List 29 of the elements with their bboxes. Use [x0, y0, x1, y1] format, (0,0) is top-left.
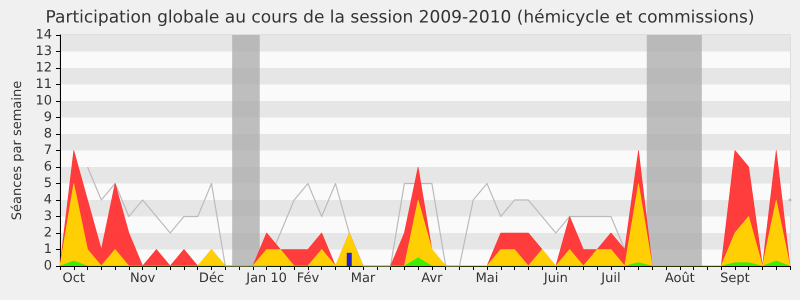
y-tick-label: 5 — [44, 176, 52, 191]
x-tick-label: Sept — [720, 271, 750, 286]
chart-title: Participation globale au cours de la session 2009-2010 (hémicycle et commissions) — [46, 8, 754, 28]
y-axis-title: Séances par semaine — [10, 80, 25, 220]
y-tick-label: 6 — [44, 160, 52, 174]
y-tick-label: 12 — [35, 60, 52, 76]
y-tick-label: 4 — [44, 192, 52, 208]
y-tick-label: 2 — [44, 226, 52, 240]
y-tick-label: 8 — [44, 126, 52, 142]
x-tick-label: Déc — [198, 271, 224, 286]
x-tick-label: Jan 10 — [245, 271, 287, 286]
y-tick-label: 7 — [44, 143, 52, 158]
x-tick-label: Août — [664, 271, 695, 286]
y-tick-label: 11 — [35, 77, 52, 92]
y-tick-label: 0 — [44, 258, 52, 274]
x-tick-label: Nov — [130, 271, 156, 286]
y-tick-label: 10 — [35, 94, 52, 108]
x-tick-label: Oct — [62, 271, 86, 286]
x-tick-label: Juin — [542, 271, 568, 286]
x-tick-label: Fév — [296, 271, 320, 286]
y-tick-label: 1 — [44, 242, 52, 257]
x-tick-label: Mai — [476, 271, 498, 286]
y-tick-label: 13 — [35, 44, 52, 59]
y-tick-label: 14 — [35, 28, 52, 42]
y-tick-label: 9 — [44, 110, 52, 125]
x-tick-label: Juil — [600, 271, 621, 286]
x-tick-label: Mar — [350, 271, 376, 286]
y-tick-label: 3 — [44, 209, 52, 224]
x-tick-label: Avr — [421, 271, 444, 286]
